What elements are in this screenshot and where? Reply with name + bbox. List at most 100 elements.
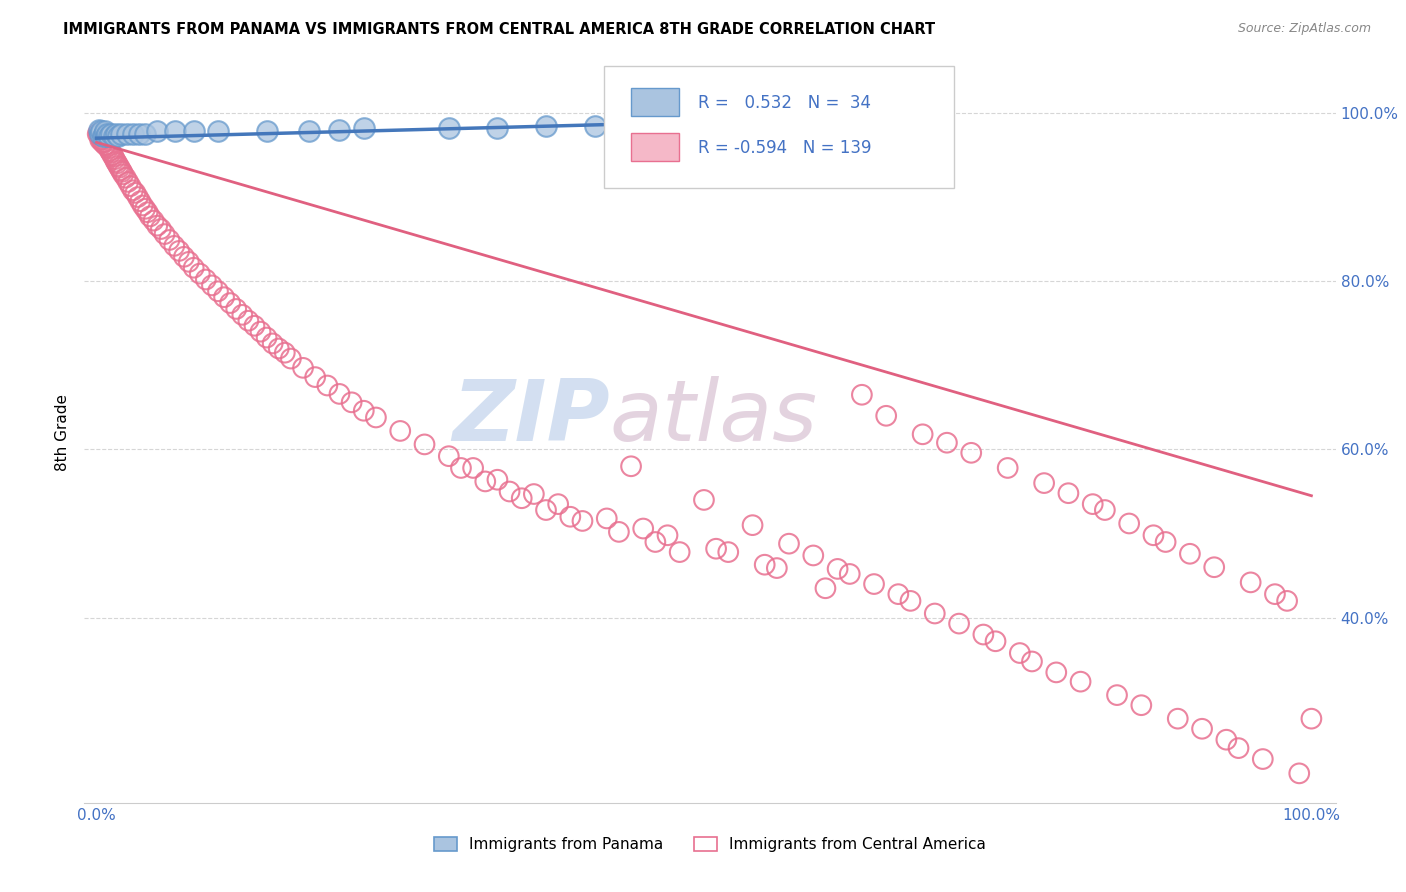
Point [631,522,654,536]
Point [157,233,180,247]
Y-axis label: 8th Grade: 8th Grade [55,394,70,471]
Point [177,255,200,269]
Point [972,627,994,641]
Point [94,124,117,138]
FancyBboxPatch shape [603,66,955,188]
Point [316,378,339,392]
Point [463,461,485,475]
Point [167,244,190,258]
Point [778,536,800,550]
Point [163,239,186,253]
Point [111,165,134,179]
Point [91,129,114,144]
Point [741,518,763,533]
Point [134,127,156,141]
Point [107,129,129,144]
Point [875,409,897,423]
Point [194,272,217,286]
Point [256,124,278,138]
Point [110,127,132,141]
Point [280,351,302,366]
Point [486,473,509,487]
Text: ZIP: ZIP [453,376,610,459]
Point [997,461,1019,475]
Point [668,119,690,133]
Point [207,285,229,299]
Point [1070,674,1092,689]
Point [100,145,122,160]
Point [863,577,886,591]
Point [389,424,412,438]
Point [1288,766,1310,780]
Point [139,210,162,224]
Legend: Immigrants from Panama, Immigrants from Central America: Immigrants from Panama, Immigrants from … [427,830,993,858]
Point [183,124,205,138]
Point [583,119,606,133]
Point [911,427,934,442]
Point [474,475,496,489]
Point [292,360,315,375]
Point [104,152,127,166]
Point [413,437,436,451]
Text: atlas: atlas [610,376,818,459]
Point [104,127,127,141]
Point [173,250,195,264]
Point [1057,486,1080,500]
Point [98,144,121,158]
Point [851,388,873,402]
Point [1215,732,1237,747]
Point [114,170,136,185]
Point [267,342,290,356]
Point [364,410,387,425]
Point [112,167,135,181]
Point [498,484,520,499]
Point [900,594,922,608]
Point [887,587,910,601]
Point [134,202,156,216]
Point [87,122,110,136]
Point [89,127,111,141]
Point [93,127,115,141]
Point [1118,516,1140,531]
Point [122,183,145,197]
Point [1240,575,1263,590]
Point [486,121,509,136]
FancyBboxPatch shape [631,133,679,161]
Point [165,124,187,138]
Point [103,129,125,144]
Point [97,129,120,144]
Point [1021,655,1043,669]
Point [838,566,860,581]
Point [120,179,142,194]
Point [201,278,224,293]
Point [96,127,118,141]
Point [100,127,122,141]
Text: R = -0.594   N = 139: R = -0.594 N = 139 [697,138,870,157]
Point [131,198,153,212]
Point [105,156,128,170]
Point [124,186,146,200]
Point [924,607,946,621]
Point [1094,503,1116,517]
Point [87,127,110,141]
Point [1167,712,1189,726]
Point [146,219,169,233]
Point [704,541,727,556]
Point [274,345,297,359]
Point [693,492,716,507]
Point [340,395,363,409]
Point [149,222,172,236]
Point [207,124,229,138]
Point [256,330,278,344]
Point [108,161,131,175]
Point [91,136,114,150]
Point [814,581,837,595]
Point [101,148,124,162]
Point [948,616,970,631]
Point [122,127,145,141]
Point [801,549,824,563]
Point [523,487,546,501]
Point [935,435,957,450]
Point [128,127,150,141]
Point [97,141,120,155]
